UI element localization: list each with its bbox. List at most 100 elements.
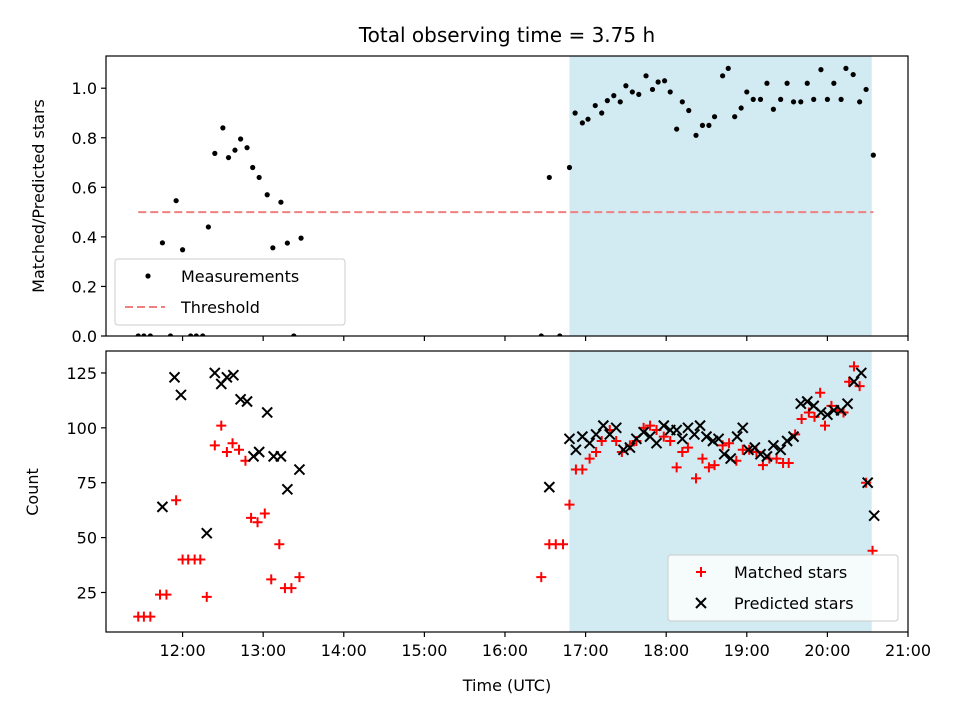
bottom-predicted-stars-point-34 [670, 424, 683, 436]
top-measurements-point-43 [661, 78, 668, 84]
bottom-matched-stars-point-19 [259, 508, 270, 519]
top-measurements-point-19 [264, 192, 270, 198]
bottom-matched-stars-point-5 [171, 495, 182, 506]
bottom-predicted-stars-point-65 [868, 509, 880, 522]
top-measurements-point-39 [636, 91, 642, 98]
top-measurements-point-50 [706, 122, 712, 128]
top-measurements-point-29 [572, 110, 578, 116]
bottom-matched-stars-point-62 [783, 457, 794, 468]
top-measurements-point-61 [778, 96, 784, 102]
bottom-axes-frame [105, 350, 909, 633]
top-measurements-point-72 [850, 71, 856, 78]
bottom-matched-stars-point-48 [691, 473, 702, 484]
bottom-predicted-stars-point-54 [795, 397, 807, 410]
top-measurements-point-31 [585, 116, 591, 122]
bottom-predicted-stars-point-25 [610, 422, 622, 434]
top-data-layer [135, 65, 876, 336]
bottom-predicted-stars-point-6 [221, 371, 233, 384]
bottom-y-tick-label-0: 25 [77, 583, 97, 602]
top-measurements-point-44 [667, 89, 673, 95]
top-measurements-point-26 [546, 174, 552, 181]
bottom-matched-stars-point-34 [596, 436, 607, 447]
bottom-predicted-stars-point-35 [676, 433, 689, 445]
bottom-matched-stars-point-24 [294, 572, 305, 583]
bottom-matched-stars-point-32 [584, 453, 595, 464]
top-measurements-point-74 [863, 86, 869, 93]
bottom-predicted-stars-point-43 [724, 452, 737, 465]
top-y-tick-label-1: 0.2 [72, 277, 97, 296]
top-measurements-point-60 [770, 106, 776, 112]
bottom-predicted-stars-point-7 [227, 369, 240, 381]
top-legend-threshold-label: Threshold [180, 298, 260, 317]
bottom-predicted-stars-point-52 [781, 435, 793, 447]
top-measurements-point-65 [804, 80, 810, 86]
bottom-matched-stars-point-10 [201, 591, 212, 602]
top-measurements-point-59 [764, 80, 770, 86]
top-measurements-point-69 [831, 80, 837, 86]
bottom-matched-stars-point-25 [536, 572, 547, 583]
top-measurements-point-22 [284, 240, 290, 246]
top-measurements-point-71 [843, 65, 849, 71]
top-measurements-point-7 [188, 333, 194, 336]
bottom-matched-stars-point-21 [274, 539, 285, 550]
bottom-matched-stars-point-60 [771, 453, 782, 464]
top-measurements-point-49 [699, 122, 706, 128]
top-legend-measurements-label: Measurements [181, 267, 299, 286]
x-tick-label-5: 17:00 [563, 641, 609, 660]
bottom-matched-stars-point-49 [697, 453, 708, 464]
top-measurements-point-23 [291, 333, 297, 336]
bottom-matched-stars-point-47 [682, 442, 693, 453]
bottom-matched-stars-point-44 [665, 436, 676, 447]
top-measurements-point-73 [857, 99, 863, 105]
top-measurements-point-56 [744, 89, 750, 95]
top-measurements-point-36 [617, 99, 623, 105]
bottom-predicted-stars-point-64 [861, 477, 874, 489]
bottom-predicted-stars-point-38 [694, 419, 706, 432]
x-tick-label-6: 18:00 [643, 641, 689, 660]
bottom-matched-stars-point-67 [815, 387, 826, 398]
bottom-matched-stars-point-9 [195, 554, 206, 565]
bottom-predicted-stars-point-45 [737, 422, 749, 434]
bottom-predicted-stars-point-9 [241, 395, 253, 408]
bottom-predicted-stars-point-8 [234, 393, 247, 406]
bottom-matched-stars-point-17 [246, 512, 257, 523]
top-measurements-point-28 [566, 164, 573, 171]
top-measurements-point-6 [179, 247, 186, 253]
bottom-legend-predicted-stars-marker [695, 597, 707, 609]
bottom-matched-stars-point-23 [286, 583, 297, 594]
bottom-predicted-stars-point-23 [597, 419, 610, 432]
top-measurements-point-33 [599, 110, 605, 116]
bottom-predicted-stars-point-16 [293, 463, 306, 476]
bottom-predicted-stars-point-15 [281, 483, 294, 496]
bottom-matched-stars-point-20 [266, 574, 277, 585]
x-axis-label: Time (UTC) [462, 676, 551, 695]
top-measurements-point-46 [679, 99, 685, 105]
top-measurements-point-57 [750, 96, 756, 102]
top-legend-measurements-marker [145, 273, 151, 279]
bottom-predicted-stars-point-53 [787, 430, 800, 443]
bottom-predicted-stars-point-31 [650, 437, 663, 449]
bottom-matched-stars-point-4 [161, 589, 172, 600]
top-measurements-point-63 [790, 99, 797, 105]
bottom-matched-stars-point-12 [216, 420, 227, 431]
top-measurements-point-58 [757, 96, 764, 102]
bottom-predicted-stars-point-48 [754, 448, 767, 460]
top-measurements-point-13 [225, 154, 232, 161]
x-tick-label-2: 14:00 [321, 641, 367, 660]
top-measurements-point-16 [244, 145, 250, 151]
top-measurements-point-66 [811, 96, 817, 102]
bottom-legend-matched-stars-marker [696, 567, 706, 577]
bottom-y-tick-label-3: 100 [66, 419, 97, 438]
bottom-matched-stars-point-45 [671, 462, 682, 473]
top-measurements-point-8 [193, 333, 199, 336]
top-measurements-point-17 [250, 164, 256, 171]
bottom-matched-stars-point-33 [591, 446, 602, 457]
bottom-matched-stars-point-46 [677, 446, 688, 457]
bottom-matched-stars-point-13 [221, 446, 232, 457]
bottom-predicted-stars-point-12 [261, 406, 273, 419]
bottom-predicted-stars-point-21 [583, 437, 596, 449]
top-axes-frame [105, 55, 909, 337]
bottom-predicted-stars-point-61 [841, 397, 854, 410]
bottom-matched-stars-point-29 [564, 499, 575, 510]
